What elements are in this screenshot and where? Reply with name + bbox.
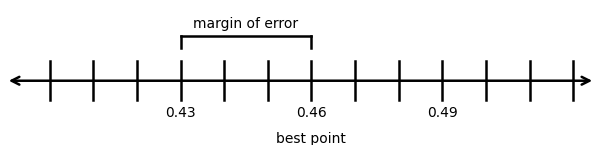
Text: margin of error: margin of error [194,17,299,31]
Text: 0.46: 0.46 [296,106,327,120]
Text: best point
estimate: best point estimate [276,132,346,145]
Text: 0.49: 0.49 [427,106,458,120]
Text: 0.43: 0.43 [165,106,196,120]
